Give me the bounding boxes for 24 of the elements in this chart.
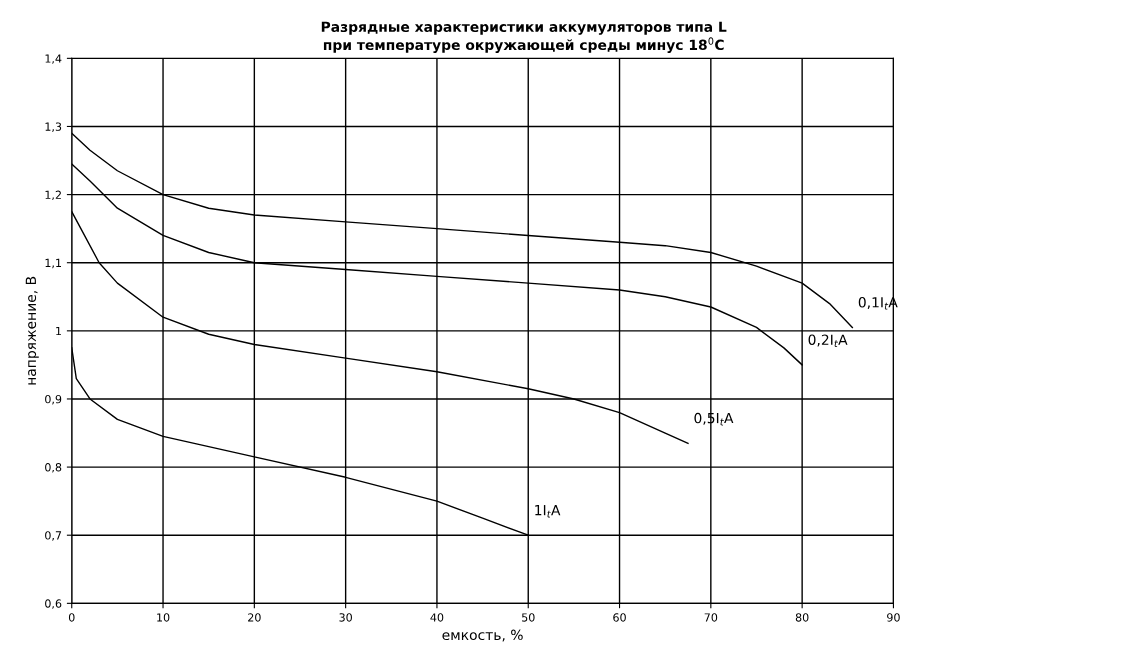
series-label: 1I$_{t}$A	[535, 505, 561, 518]
x-tick-label: 50	[522, 613, 535, 622]
y-tick-label: 0,9	[45, 394, 62, 405]
series-label: 0,2I$_{t}$A	[808, 334, 848, 348]
x-tick-label: 20	[248, 613, 261, 622]
y-tick-label: 1,2	[45, 190, 61, 201]
x-tick-label: 80	[795, 613, 809, 622]
y-axis-title: напряжение, В	[25, 276, 39, 385]
y-tick-label: 1,4	[45, 54, 62, 64]
x-tick-label: 70	[704, 613, 718, 622]
x-tick-label: 40	[430, 613, 444, 622]
y-tick-label: 0,7	[45, 531, 62, 541]
x-tick-label: 10	[157, 613, 170, 622]
x-axis-title: емкость, %	[442, 629, 523, 642]
x-tick-label: 90	[887, 613, 900, 622]
y-tick-label: 1,3	[45, 122, 62, 132]
x-tick-label: 0	[68, 613, 75, 622]
y-tick-label: 1	[56, 326, 61, 336]
chart-title: Разрядные характеристики аккумуляторов типа L при температуре окружающей среды минус 18$^{0}$C	[321, 21, 727, 53]
y-tick-label: 1,1	[45, 258, 61, 269]
x-tick-label: 60	[613, 613, 626, 622]
y-tick-label: 0,6	[45, 599, 62, 609]
y-tick-label: 0,8	[45, 463, 62, 473]
x-tick-label: 30	[339, 613, 352, 622]
